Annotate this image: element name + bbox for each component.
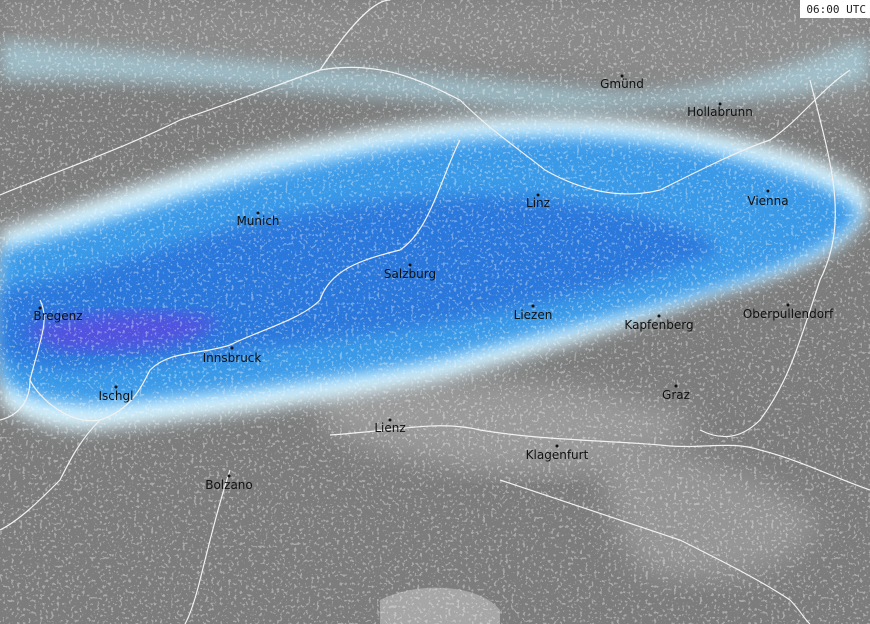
city-marker <box>620 74 624 78</box>
city-label: Innsbruck <box>203 351 262 365</box>
city-label: Hollabrunn <box>687 105 753 119</box>
city-marker <box>227 474 231 478</box>
city-label: Vienna <box>747 194 788 208</box>
city-label: Lienz <box>374 421 405 435</box>
city-label: Graz <box>662 388 690 402</box>
city-label: Salzburg <box>384 267 436 281</box>
city-label: Klagenfurt <box>526 448 589 462</box>
city-marker <box>408 263 412 267</box>
city-marker <box>531 304 535 308</box>
city-label: Liezen <box>514 308 553 322</box>
city-label: Oberpullendorf <box>743 307 834 321</box>
city-marker <box>674 384 678 388</box>
city-marker <box>786 303 790 307</box>
city-marker <box>536 193 540 197</box>
city-marker <box>657 314 661 318</box>
timestamp: 06:00 UTC <box>806 3 866 16</box>
city-label: Munich <box>236 214 279 228</box>
city-label: Kapfenberg <box>624 318 693 332</box>
timestamp-box <box>800 0 870 18</box>
city-marker <box>555 444 559 448</box>
city-marker <box>256 211 260 215</box>
city-marker <box>718 102 722 106</box>
city-label: Gmünd <box>600 77 644 91</box>
city-marker <box>230 346 234 350</box>
city-marker <box>388 418 392 422</box>
city-label: Ischgl <box>99 389 134 403</box>
city-label: Bregenz <box>33 309 82 323</box>
city-marker <box>38 306 42 310</box>
cities: Gmünd Hollabrunn Munich Linz Vienna Salz… <box>33 74 834 492</box>
city-marker <box>114 385 118 389</box>
city-marker <box>766 189 770 193</box>
city-label: Linz <box>526 196 550 210</box>
city-label: Bolzano <box>205 478 253 492</box>
